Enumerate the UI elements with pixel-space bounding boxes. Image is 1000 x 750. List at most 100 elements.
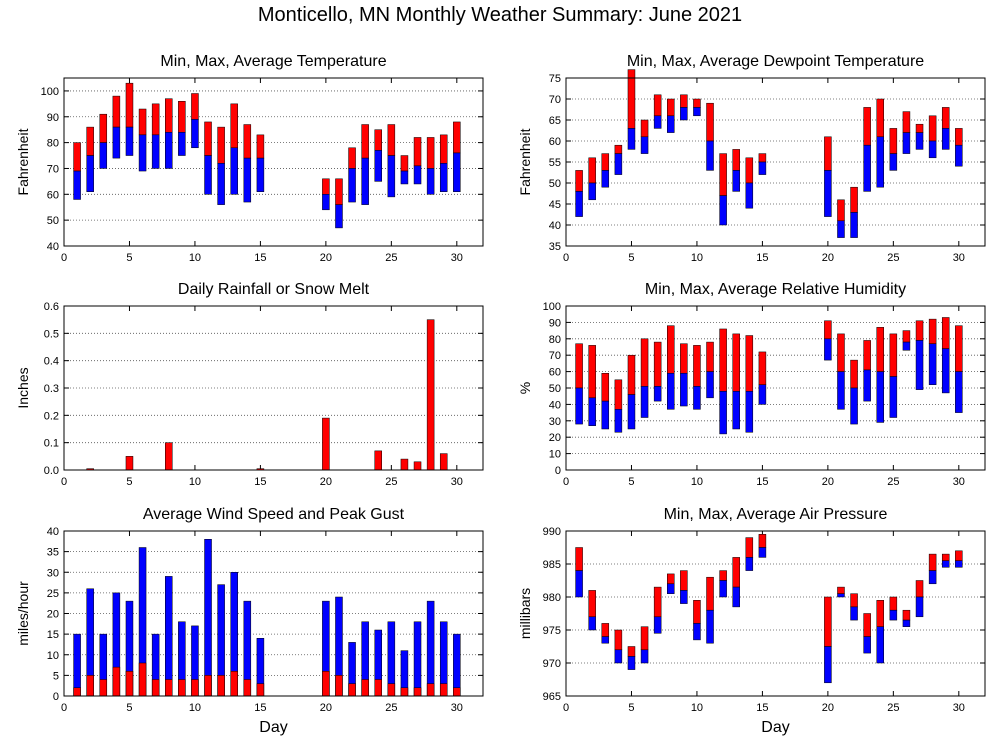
humidity-bar-high xyxy=(706,341,714,372)
pressure-bar-low xyxy=(876,626,884,664)
temp-plot-frame xyxy=(63,77,484,247)
temp-bar-low xyxy=(112,126,121,159)
temp-ytick-label: 100 xyxy=(41,86,59,98)
humidity-bar-high xyxy=(653,341,662,387)
humidity-bar-low xyxy=(889,376,898,418)
dewpoint-bar-low xyxy=(902,132,911,154)
temp-chart-title: Min, Max, Average Temperature xyxy=(160,53,386,70)
pressure-bar-high xyxy=(745,537,754,558)
temp-bar-low xyxy=(73,170,81,200)
pressure-bar-high xyxy=(719,570,727,581)
rain-ytick-label: 0.5 xyxy=(44,328,59,340)
temp-xtick-label: 15 xyxy=(254,252,266,264)
temp-bar-low xyxy=(335,204,343,229)
dewpoint-bar-high xyxy=(955,128,963,146)
dewpoint-bar-low xyxy=(601,170,610,188)
wind-ytick-label: 20 xyxy=(47,609,59,621)
temp-bar-low xyxy=(138,134,147,172)
wind-ytick-label: 10 xyxy=(47,650,59,662)
wind-bar-avg xyxy=(243,679,252,697)
pressure-bar-high xyxy=(640,626,649,651)
temp-bar-low xyxy=(413,165,422,185)
pressure-bar-low xyxy=(915,596,924,618)
dewpoint-bar-low xyxy=(680,107,688,121)
dewpoint-bar-low xyxy=(850,212,858,238)
wind-bar-avg xyxy=(86,675,94,697)
dewpoint-bar-high xyxy=(667,98,675,117)
pressure-bar-low xyxy=(928,570,937,585)
dewpoint-bar-high xyxy=(928,115,937,142)
humidity-xtick-label: 10 xyxy=(691,476,703,488)
temp-xtick-label: 0 xyxy=(61,252,67,264)
rain-bar xyxy=(400,458,409,471)
pressure-ytick-label: 990 xyxy=(543,526,561,538)
humidity-bar-low xyxy=(955,371,963,413)
temp-bar-high xyxy=(348,147,356,169)
pressure-bar-low xyxy=(889,609,898,621)
pressure-bar-high xyxy=(693,600,701,624)
dewpoint-bar-high xyxy=(614,144,623,154)
temp-bar-high xyxy=(112,95,121,128)
dewpoint-bar-low xyxy=(955,144,963,167)
dewpoint-bar-low xyxy=(640,136,649,154)
humidity-bar-high xyxy=(850,359,858,389)
humidity-ytick-label: 30 xyxy=(549,416,561,428)
humidity-bar-high xyxy=(928,318,937,344)
dewpoint-bar-high xyxy=(719,153,727,196)
wind-ytick-label: 15 xyxy=(47,629,59,641)
page-title: Monticello, MN Monthly Weather Summary: … xyxy=(257,4,743,26)
dewpoint-bar-low xyxy=(693,107,701,117)
wind-bar-avg xyxy=(178,679,186,697)
pressure-chart-title: Min, Max, Average Air Pressure xyxy=(664,506,888,523)
humidity-bar-high xyxy=(876,327,884,372)
temp-xtick-label: 20 xyxy=(320,252,332,264)
humidity-xtick-label: 20 xyxy=(822,476,834,488)
wind-xtick-label: 15 xyxy=(254,702,266,714)
temp-bar-low xyxy=(165,132,173,169)
humidity-xtick-label: 5 xyxy=(628,476,634,488)
humidity-ytick-label: 20 xyxy=(549,432,561,444)
humidity-bar-high xyxy=(941,317,950,349)
dewpoint-ytick-label: 45 xyxy=(549,199,561,211)
pressure-bar-low xyxy=(941,560,950,568)
rain-bar xyxy=(439,453,448,471)
rain-ytick-label: 0.3 xyxy=(44,383,59,395)
pressure-bar-high xyxy=(876,600,884,627)
humidity-bar-low xyxy=(732,391,740,430)
temp-bar-low xyxy=(426,168,435,195)
dewpoint-ytick-label: 70 xyxy=(549,94,561,106)
rain-ytick-label: 0.2 xyxy=(44,410,59,422)
wind-xtick-label: 25 xyxy=(385,702,397,714)
dewpoint-ytick-label: 60 xyxy=(549,136,561,148)
pressure-bar-high xyxy=(667,573,675,585)
temp-bar-high xyxy=(125,82,134,128)
dewpoint-bar-low xyxy=(889,153,898,171)
dewpoint-bar-high xyxy=(601,153,610,171)
dewpoint-xtick-label: 5 xyxy=(628,252,634,264)
temp-bar-low xyxy=(99,142,108,169)
humidity-xtick-label: 25 xyxy=(887,476,899,488)
wind-bar-avg xyxy=(191,679,199,697)
temp-bar-high xyxy=(413,137,422,167)
temp-bar-high xyxy=(217,126,225,164)
wind-chart-title: Average Wind Speed and Peak Gust xyxy=(143,506,405,523)
pressure-bar-high xyxy=(850,593,858,608)
dewpoint-bar-low xyxy=(732,170,740,192)
temp-ytick-label: 90 xyxy=(47,112,59,124)
humidity-ytick-label: 0 xyxy=(555,465,561,477)
humidity-bar-high xyxy=(837,333,845,372)
dewpoint-bar-low xyxy=(941,128,950,150)
temp-bar-low xyxy=(230,147,238,195)
humidity-bar-low xyxy=(653,386,662,402)
humidity-bar-low xyxy=(902,341,911,351)
wind-bar-avg xyxy=(151,679,160,697)
wind-ytick-label: 25 xyxy=(47,588,59,600)
wind-bar-avg xyxy=(387,683,396,697)
pressure-bar-low xyxy=(680,590,688,604)
dewpoint-ytick-label: 55 xyxy=(549,157,561,169)
humidity-bar-low xyxy=(680,372,688,407)
pressure-bar-high xyxy=(758,534,767,548)
dewpoint-bar-high xyxy=(588,157,596,184)
pressure-ytick-label: 980 xyxy=(543,592,561,604)
temp-bar-low xyxy=(86,155,94,192)
